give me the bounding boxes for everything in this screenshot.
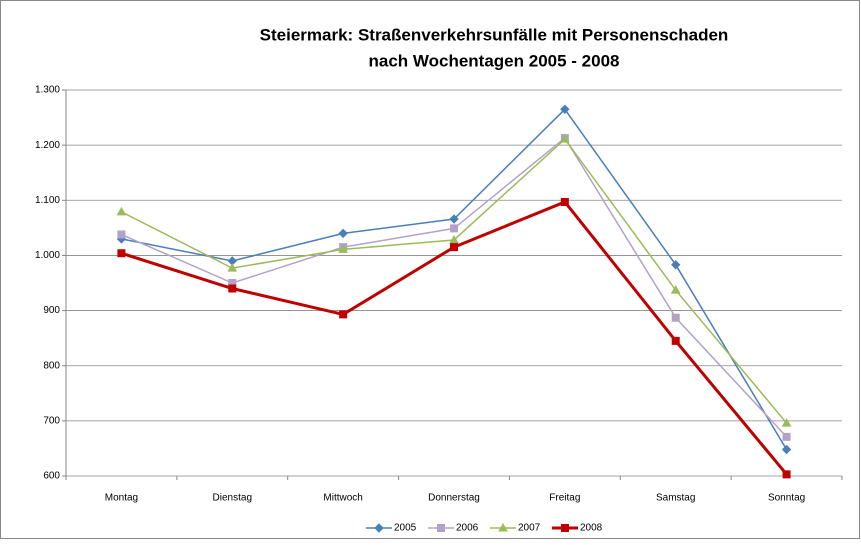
chart-title: nach Wochentagen 2005 - 2008 — [368, 51, 619, 70]
data-point — [560, 104, 570, 115]
y-tick-label: 1.200 — [35, 140, 60, 151]
data-point — [228, 284, 237, 293]
x-tick-label: Dienstag — [213, 493, 252, 504]
data-point — [671, 336, 680, 345]
y-tick-label: 900 — [43, 305, 60, 316]
data-point — [450, 224, 458, 233]
data-point — [782, 432, 791, 441]
x-tick-label: Sonntag — [768, 493, 805, 504]
data-point — [782, 470, 791, 479]
legend-label: 2008 — [580, 523, 603, 534]
x-tick-label: Freitag — [549, 493, 580, 504]
data-point — [117, 249, 126, 258]
y-tick-label: 700 — [43, 415, 60, 426]
legend-marker — [374, 523, 384, 533]
y-tick-label: 1.300 — [35, 85, 60, 96]
data-point — [671, 313, 680, 322]
y-tick-label: 600 — [43, 471, 60, 482]
legend-label: 2007 — [518, 523, 541, 534]
data-point — [671, 260, 681, 270]
data-point — [781, 444, 792, 455]
y-tick-label: 1.000 — [35, 250, 60, 261]
data-point — [117, 230, 126, 239]
data-point — [560, 197, 569, 206]
data-point — [559, 134, 570, 143]
legend-marker — [561, 524, 569, 532]
data-point — [450, 243, 458, 252]
legend-label: 2005 — [394, 523, 417, 534]
legend-marker — [437, 524, 445, 532]
data-point — [338, 244, 349, 253]
data-point — [449, 234, 459, 244]
y-tick-label: 1.100 — [35, 195, 60, 206]
data-point — [449, 214, 459, 224]
y-tick-label: 800 — [43, 360, 60, 371]
chart-title: Steiermark: Straßenverkehrsunfälle mit P… — [260, 25, 729, 44]
x-tick-label: Samstag — [656, 493, 695, 504]
legend-label: 2006 — [456, 523, 479, 534]
data-point — [670, 285, 681, 294]
data-point — [781, 418, 792, 427]
x-tick-label: Montag — [105, 493, 138, 504]
data-point — [339, 310, 348, 319]
data-point — [227, 263, 238, 272]
data-point — [338, 228, 348, 239]
x-tick-label: Mittwoch — [323, 493, 362, 504]
legend-marker — [498, 522, 508, 532]
data-point — [116, 206, 127, 216]
x-tick-label: Donnerstag — [428, 493, 480, 504]
